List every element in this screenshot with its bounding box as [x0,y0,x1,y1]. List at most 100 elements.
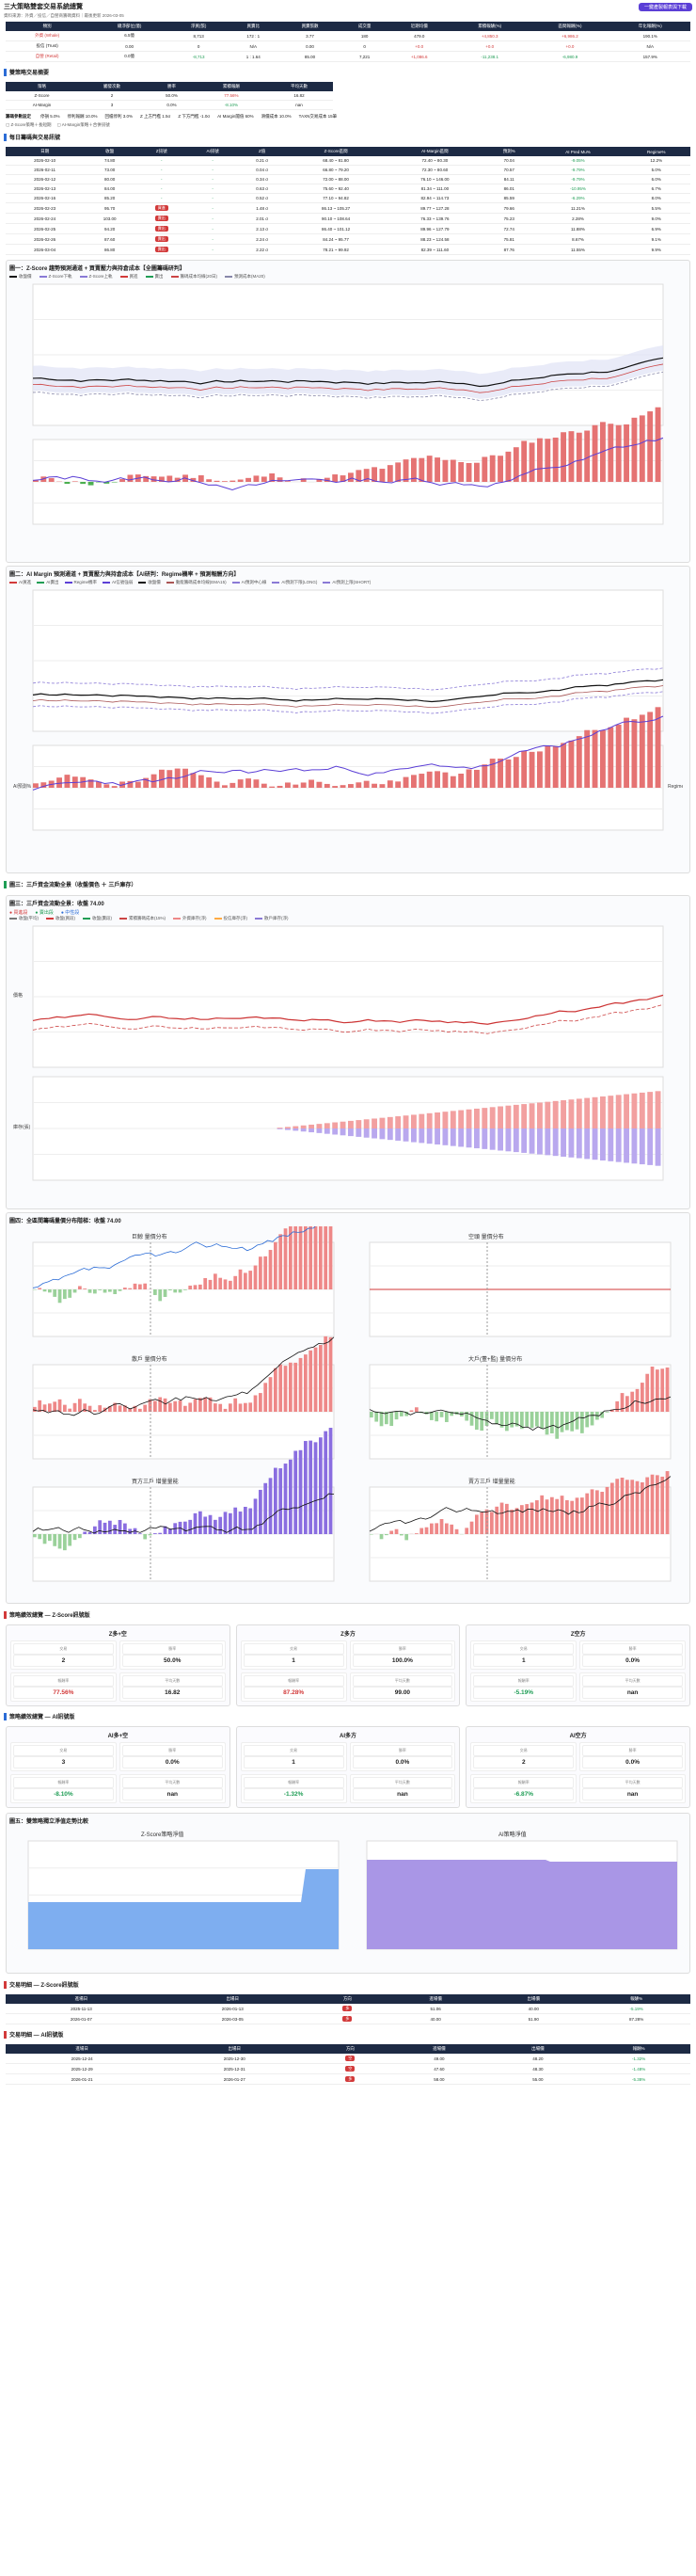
ai-pressure-bar [592,729,598,788]
volume-bar [580,1497,584,1534]
column-header: Z-Score區間 [286,147,386,156]
strategy-chip[interactable]: ▢ Z-Score策略＋長短期 [6,122,52,127]
table-row: 2026-02-10 74.80- -0.21 σ 68.40 ~ 81.80 72.4… [6,156,690,166]
kpi-item: 停損 5.0% [40,114,60,119]
table-cell: 11.21% [533,202,623,214]
volume-bar [78,1534,82,1539]
column-header: 方向 [310,2044,390,2054]
volume-bar [575,1497,579,1534]
retail-inventory-bar [332,1128,339,1135]
pressure-bar [340,475,346,482]
table-row: 2026-02-24 103.00 賣出 -2.01 σ 90.10 ~ 108.64 7… [6,213,690,224]
strategy-chips: ▢ Z-Score策略＋長短期 ▢ AI-Margin策略＋合併訊號 [0,121,696,129]
foreign-inventory-bar [639,1092,645,1128]
pressure-bar [229,480,236,482]
volume-bar [660,1476,665,1534]
ai-pressure-bar [214,781,220,788]
volume-bar [560,1496,564,1534]
pressure-bar [474,462,480,482]
ai-pressure-bar [237,779,244,788]
volume-bar [38,1534,42,1540]
volume-bar [465,1528,469,1534]
volume-bar [263,1256,268,1289]
ai-pressure-bar [537,751,543,788]
table-row: 自營 (Retail) 0.0億 -8,713 1 : 1.64 85.00 7,221 +… [6,51,690,62]
legend-item: AI預測上限(SHORT) [323,580,371,585]
ai-pressure-bar [655,707,661,788]
volume-bar [68,1408,72,1412]
table-cell: 6.7% [622,184,690,194]
table-cell: - [135,174,188,184]
kpi-item: 滑價成本 10.0% [261,114,292,119]
retail-inventory-bar [568,1128,575,1158]
pressure-bar [584,430,591,482]
foreign-inventory-bar [293,1126,299,1128]
card-metric: 報酬率 -8.10% [10,1774,117,1803]
retail-inventory-bar [615,1128,622,1162]
volume-bar [600,1492,605,1534]
report-download-button[interactable]: 一鍵產製報表與下載 [638,2,692,11]
retail-inventory-bar [308,1128,314,1133]
table-cell: 2.22 σ [237,244,287,255]
ai-pressure-bar [466,769,472,788]
legend-item: AI買進 [9,580,31,585]
table-cell: 賣出 [135,233,188,245]
ai-pressure-bar [348,784,354,788]
card-metric: 平均天數 nan [579,1774,687,1803]
forecast-line [32,371,664,401]
pressure-bar [592,424,598,482]
table-cell: - [187,244,238,255]
ai-pressure-bar [159,769,165,788]
legend-item: 賣出 [145,274,164,280]
pressure-bar [513,447,519,482]
volume-bar [83,1288,87,1289]
volume-bar [198,1284,202,1289]
table-cell: 8.67% [533,233,623,245]
kpi-item: TAXN交易成本 15筆 [298,114,338,119]
volume-bar [409,1410,414,1412]
table-cell: 40.00 [387,2013,485,2024]
volume-bar [510,1510,514,1534]
volume-bar [138,1533,142,1534]
table-cell: 2025-12-29 [6,2063,159,2074]
table-cell: 84.24 ~ 95.77 [286,233,386,245]
pressure-bar [269,473,276,482]
table-row: 2026-01-07 2026-03-05 多 40.00 51.90 87.28% [6,2013,690,2024]
retail-inventory-bar [505,1128,512,1152]
table-cell: 9.0% [622,213,690,224]
table-cell: 空 [310,2054,390,2064]
foreign-inventory-bar [387,1116,393,1128]
volume-bar [203,1516,208,1534]
volume-bar [510,1412,514,1428]
retail-inventory-bar [285,1128,291,1130]
volume-bar [379,1412,384,1427]
column-header: 進場價 [389,2044,489,2054]
volume-bar [308,1440,313,1534]
volume-bar [253,1265,258,1289]
table-row: 2025-12-24 2025-12-30 空 49.00 48.20 -1.32% [6,2054,690,2064]
pressure-bar [253,475,260,482]
chart3-title: 圖三：三戶資金流動全景：收盤 74.00 [9,902,104,907]
channel-band [33,344,663,399]
ai-pressure-bar [379,784,386,788]
volume-bar [313,1442,318,1534]
ai-lower-line [32,691,664,714]
foreign-inventory-bar [545,1101,551,1128]
ai-pressure-bar [134,781,141,788]
table-cell: 2026-03-04 [6,244,85,255]
strategy-chip[interactable]: ▢ AI-Margin策略＋合併訊號 [56,122,110,127]
volume-bar [133,1405,137,1412]
y-label: 價格 [13,992,23,999]
volume-bar [208,1279,213,1289]
pressure-bar [505,451,512,482]
ema-line [32,685,664,709]
ai-pressure-bar [458,773,465,788]
table-cell: 3.77 [279,31,340,41]
table-cell: 84.11 [484,174,534,184]
retail-inventory-bar [474,1128,480,1149]
volume-bar [153,1533,157,1534]
table-cell: 58.00 [389,2073,489,2085]
volume-bar [123,1405,127,1412]
card-metric: 報酬率 87.28% [240,1672,347,1702]
volume-bar [635,1388,640,1412]
